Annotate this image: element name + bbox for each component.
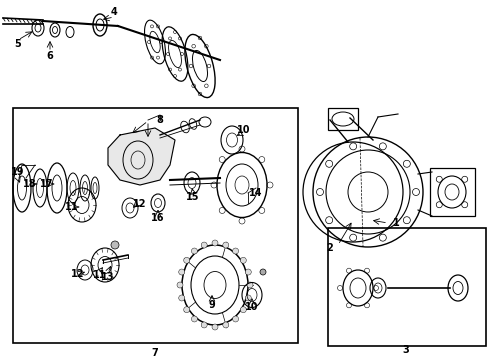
Circle shape — [260, 269, 266, 275]
Bar — [328, 108, 358, 130]
Circle shape — [192, 316, 197, 322]
Circle shape — [240, 257, 246, 263]
Circle shape — [192, 248, 197, 254]
Circle shape — [247, 282, 253, 288]
Circle shape — [179, 295, 185, 301]
Bar — [430, 168, 475, 216]
Circle shape — [212, 240, 218, 246]
Text: 7: 7 — [151, 348, 158, 358]
Circle shape — [177, 282, 183, 288]
Circle shape — [111, 241, 119, 249]
Text: 12: 12 — [71, 269, 85, 279]
Text: 16: 16 — [151, 213, 165, 223]
Text: 17: 17 — [40, 179, 54, 189]
Circle shape — [201, 322, 207, 328]
Circle shape — [201, 242, 207, 248]
Bar — [328, 228, 486, 346]
Circle shape — [212, 324, 218, 330]
Text: 2: 2 — [327, 243, 333, 253]
Text: 9: 9 — [209, 300, 216, 310]
Text: 8: 8 — [157, 115, 164, 125]
Bar — [13, 108, 298, 343]
Text: 11: 11 — [65, 202, 79, 212]
Circle shape — [184, 307, 190, 313]
Text: 10: 10 — [245, 302, 259, 312]
Text: 19: 19 — [11, 167, 25, 177]
Circle shape — [240, 307, 246, 313]
Circle shape — [179, 269, 185, 275]
Text: 3: 3 — [403, 345, 409, 355]
Circle shape — [223, 322, 229, 328]
Polygon shape — [108, 128, 175, 185]
Circle shape — [233, 316, 239, 322]
Text: 13: 13 — [101, 272, 115, 282]
Text: 5: 5 — [15, 39, 22, 49]
Circle shape — [223, 242, 229, 248]
Text: 4: 4 — [111, 7, 118, 17]
Text: 1: 1 — [392, 218, 399, 228]
Text: 15: 15 — [186, 192, 200, 202]
Text: 11: 11 — [93, 270, 107, 280]
Text: 12: 12 — [133, 199, 147, 209]
Circle shape — [233, 248, 239, 254]
Text: 18: 18 — [23, 179, 37, 189]
Text: 6: 6 — [47, 51, 53, 61]
Circle shape — [245, 269, 251, 275]
Text: 14: 14 — [249, 188, 263, 198]
Circle shape — [245, 295, 251, 301]
Circle shape — [184, 257, 190, 263]
Text: 10: 10 — [237, 125, 251, 135]
